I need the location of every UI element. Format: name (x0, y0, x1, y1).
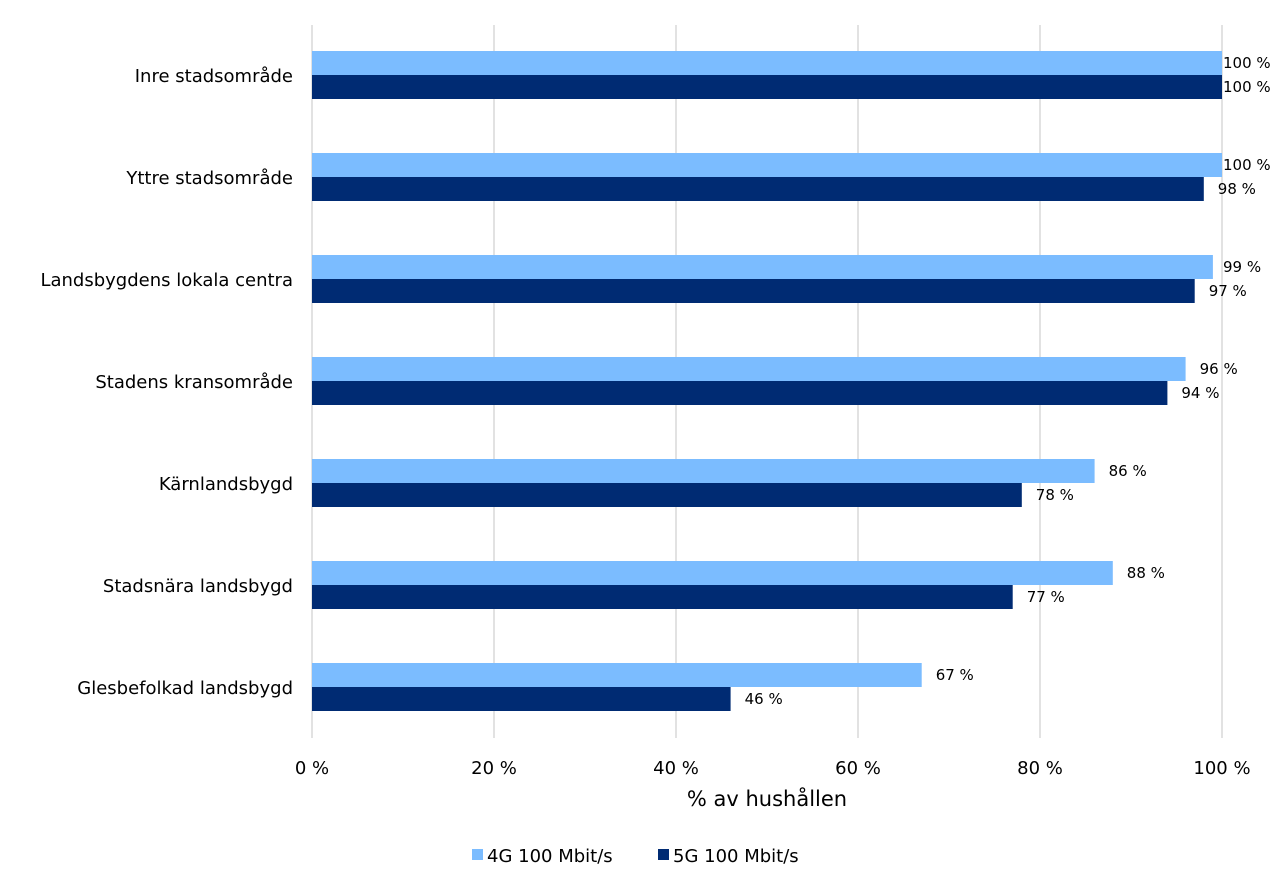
data-label: 98 % (1218, 180, 1256, 198)
category-label: Stadens kransområde (95, 372, 293, 393)
data-label: 99 % (1223, 258, 1261, 276)
data-label: 97 % (1209, 282, 1247, 300)
x-tick-label: 60 % (835, 758, 881, 779)
x-tick-label: 40 % (653, 758, 699, 779)
data-label: 86 % (1109, 462, 1147, 480)
bar-5g (312, 279, 1195, 303)
data-label: 46 % (745, 690, 783, 708)
category-label: Stadsnära landsbygd (103, 576, 293, 597)
bar-4g (312, 357, 1186, 381)
category-label: Inre stadsområde (135, 66, 293, 87)
bar-5g (312, 381, 1168, 405)
data-label: 88 % (1127, 564, 1165, 582)
data-label: 77 % (1027, 588, 1065, 606)
data-label: 100 % (1223, 156, 1271, 174)
bar-4g (312, 459, 1095, 483)
x-tick-label: 100 % (1193, 758, 1250, 779)
x-tick-label: 0 % (295, 758, 329, 779)
legend-label-5g: 5G 100 Mbit/s (673, 846, 799, 867)
data-label: 67 % (936, 666, 974, 684)
bar-5g (312, 177, 1204, 201)
bar-4g (312, 255, 1213, 279)
category-label: Kärnlandsbygd (159, 474, 293, 495)
data-label: 94 % (1181, 384, 1219, 402)
data-label: 78 % (1036, 486, 1074, 504)
bar-5g (312, 483, 1022, 507)
data-label: 100 % (1223, 78, 1271, 96)
legend: 4G 100 Mbit/s 5G 100 Mbit/s (472, 846, 799, 867)
bar-4g (312, 663, 922, 687)
category-label: Yttre stadsområde (125, 168, 293, 189)
category-label: Landsbygdens lokala centra (40, 270, 293, 291)
data-label: 100 % (1223, 54, 1271, 72)
legend-swatch-4g (472, 849, 483, 860)
x-tick-label: 20 % (471, 758, 517, 779)
data-label: 96 % (1200, 360, 1238, 378)
bar-4g (312, 153, 1222, 177)
bar-5g (312, 585, 1013, 609)
x-axis-title: % av hushållen (687, 786, 847, 811)
category-label: Glesbefolkad landsbygd (77, 678, 293, 699)
bar-4g (312, 561, 1113, 585)
legend-swatch-5g (658, 849, 669, 860)
bar-4g (312, 51, 1222, 75)
bar-5g (312, 75, 1222, 99)
legend-label-4g: 4G 100 Mbit/s (487, 846, 613, 867)
x-tick-label: 80 % (1017, 758, 1063, 779)
bar-5g (312, 687, 731, 711)
